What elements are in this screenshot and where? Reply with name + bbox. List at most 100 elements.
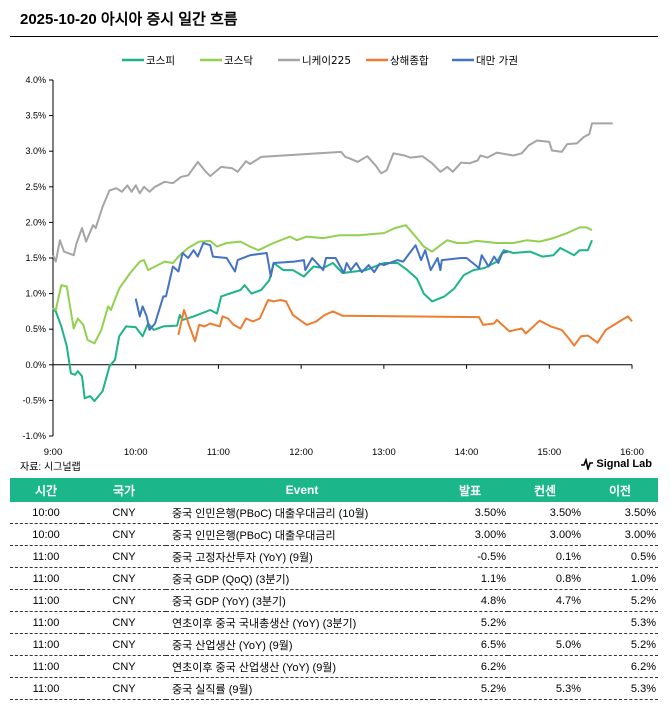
x-tick-label: 13:00: [372, 447, 396, 458]
cell-country: CNY: [82, 655, 166, 678]
cell-actual: 5.2%: [433, 677, 508, 700]
cell-country: CNY: [82, 589, 166, 612]
cell-actual: 1.1%: [433, 567, 508, 590]
cell-event: 연초이후 중국 산업생산 (YoY) (9월): [166, 655, 433, 678]
header-previous: 이전: [583, 478, 658, 502]
cell-previous: 5.3%: [583, 677, 658, 700]
y-tick-label: 4.0%: [25, 75, 46, 85]
table-row: 11:00 CNY 중국 GDP (QoQ) (3분기) 1.1% 0.8% 1.0%: [10, 567, 658, 590]
cell-consensus: 0.1%: [508, 545, 583, 568]
cell-country: CNY: [82, 523, 166, 546]
series-line-2: [52, 122, 613, 263]
cell-consensus: 0.8%: [508, 567, 583, 590]
cell-time: 11:00: [10, 611, 82, 634]
source-note: 자료: 시그널랩: [20, 462, 81, 473]
cell-actual: 3.00%: [433, 523, 508, 546]
x-tick-label: 9:00: [44, 447, 63, 458]
cell-previous: 5.2%: [583, 589, 658, 612]
table-row: 11:00 CNY 중국 실직률 (9월) 5.2% 5.3% 5.3%: [10, 677, 658, 700]
x-tick-label: 10:00: [124, 447, 148, 458]
cell-country: CNY: [82, 545, 166, 568]
y-tick-label: 0.5%: [25, 324, 46, 334]
series-line-1: [52, 224, 593, 345]
header-time: 시간: [10, 478, 82, 502]
cell-time: 11:00: [10, 567, 82, 590]
cell-time: 10:00: [10, 502, 82, 524]
cell-event: 중국 실직률 (9월): [166, 677, 433, 700]
cell-country: CNY: [82, 677, 166, 700]
table-header-row: 시간 국가 Event 발표 컨센 이전: [10, 478, 658, 502]
y-tick-label: -1.0%: [22, 431, 46, 441]
y-tick-label: 2.0%: [25, 217, 46, 227]
line-chart: 4.0% 3.5% 3.0% 2.5% 2.0% 1.5% 1.0% 0.5% 0.0% -0.5…: [22, 54, 644, 458]
cell-event: 중국 인민은행(PBoC) 대출우대금리 (10월): [166, 502, 433, 524]
x-tick-label: 11:00: [207, 447, 230, 458]
y-tick-label: 3.0%: [25, 146, 46, 156]
table-row: 11:00 CNY 중국 고정자산투자 (YoY) (9월) -0.5% 0.1% 0.5…: [10, 545, 658, 568]
cell-actual: 6.5%: [433, 633, 508, 656]
signal-lab-logo: Signal Lab: [581, 458, 652, 470]
cell-event: 연초이후 중국 국내총생산 (YoY) (3분기): [166, 611, 433, 634]
cell-actual: 3.50%: [433, 502, 508, 524]
cell-country: CNY: [82, 502, 166, 524]
cell-event: 중국 GDP (YoY) (3분기): [166, 589, 433, 612]
cell-previous: 0.5%: [583, 545, 658, 568]
table-row: 11:00 CNY 중국 산업생산 (YoY) (9월) 6.5% 5.0% 5.2%: [10, 633, 658, 656]
cell-time: 11:00: [10, 545, 82, 568]
x-tick-label: 16:00: [620, 447, 644, 458]
series-line-0: [52, 239, 593, 403]
cell-consensus: 3.50%: [508, 502, 583, 524]
y-tick-label: -0.5%: [22, 395, 46, 405]
table-row: 11:00 CNY 중국 GDP (YoY) (3분기) 4.8% 4.7% 5.2%: [10, 589, 658, 612]
cell-previous: 3.00%: [583, 523, 658, 546]
cell-time: 11:00: [10, 589, 82, 612]
cell-previous: 3.50%: [583, 502, 658, 524]
cell-country: CNY: [82, 633, 166, 656]
cell-country: CNY: [82, 611, 166, 634]
cell-consensus: 5.0%: [508, 633, 583, 656]
cell-consensus: [508, 611, 583, 634]
legend-label: 상해종합: [390, 54, 429, 67]
cell-time: 11:00: [10, 677, 82, 700]
x-tick-label: 12:00: [289, 447, 313, 458]
cell-previous: 6.2%: [583, 655, 658, 678]
cell-event: 중국 GDP (QoQ) (3분기): [166, 567, 433, 590]
cell-country: CNY: [82, 567, 166, 590]
table-row: 10:00 CNY 중국 인민은행(PBoC) 대출우대금리 (10월) 3.50% 3…: [10, 502, 658, 524]
x-tick-label: 14:00: [455, 447, 479, 458]
cell-actual: 4.8%: [433, 589, 508, 612]
y-tick-label: 1.5%: [25, 253, 46, 263]
cell-time: 11:00: [10, 655, 82, 678]
cell-actual: -0.5%: [433, 545, 508, 568]
y-tick-label: 3.5%: [25, 111, 46, 121]
cell-time: 11:00: [10, 633, 82, 656]
cell-previous: 5.2%: [583, 633, 658, 656]
logo-text: Signal Lab: [596, 458, 652, 470]
series-line-4: [134, 242, 509, 331]
cell-previous: 1.0%: [583, 567, 658, 590]
pulse-icon: [581, 458, 594, 470]
cell-consensus: [508, 655, 583, 678]
legend-label: 니케이225: [302, 55, 351, 67]
header-event: Event: [166, 478, 433, 502]
table-row: 11:00 CNY 연초이후 중국 국내총생산 (YoY) (3분기) 5.2% 5.3…: [10, 611, 658, 634]
cell-event: 중국 고정자산투자 (YoY) (9월): [166, 545, 433, 568]
cell-time: 10:00: [10, 523, 82, 546]
cell-consensus: 5.3%: [508, 677, 583, 700]
legend-label: 코스닥: [224, 55, 253, 67]
x-tick-label: 15:00: [537, 447, 561, 458]
cell-actual: 5.2%: [433, 611, 508, 634]
cell-consensus: 4.7%: [508, 589, 583, 612]
cell-consensus: 3.00%: [508, 523, 583, 546]
y-tick-label: 1.0%: [25, 289, 46, 299]
title-divider: [10, 36, 658, 37]
table-row: 11:00 CNY 연초이후 중국 산업생산 (YoY) (9월) 6.2% 6.2%: [10, 655, 658, 678]
header-consensus: 컨센: [508, 478, 583, 502]
table-row: 10:00 CNY 중국 인민은행(PBoC) 대출우대금리 3.00% 3.00% 3.…: [10, 523, 658, 546]
economic-calendar-table: 시간 국가 Event 발표 컨센 이전 10:00 CNY 중국 인민은행(PBo…: [10, 478, 658, 700]
series-line-3: [177, 299, 633, 347]
cell-previous: 5.3%: [583, 611, 658, 634]
page-title: 2025-10-20 아시아 증시 일간 흐름: [20, 11, 238, 28]
cell-event: 중국 인민은행(PBoC) 대출우대금리: [166, 523, 433, 546]
